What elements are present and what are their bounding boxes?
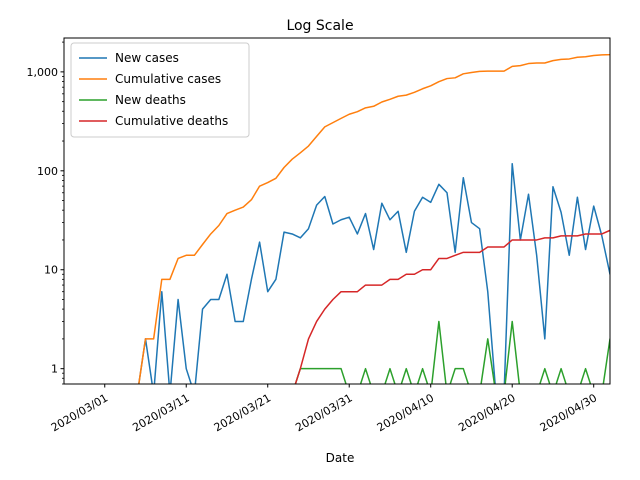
y-axis: 1 10 100 1,000 <box>27 41 64 385</box>
legend-label: New deaths <box>115 93 186 107</box>
series-line-4 <box>294 229 610 384</box>
legend-box <box>70 42 250 138</box>
series-line-1 <box>138 162 610 384</box>
x-axis-label: Date <box>326 451 355 465</box>
y-tick-label: 100 <box>37 165 58 178</box>
legend-label: New cases <box>115 51 179 65</box>
series-line-2 <box>138 53 610 384</box>
legend: New cases Cumulative cases New deaths Cumul… <box>70 42 250 138</box>
series-layer <box>138 53 610 384</box>
plot-area-frame <box>63 37 611 385</box>
y-tick-label: 10 <box>44 264 58 277</box>
legend-label: Cumulative deaths <box>115 114 228 128</box>
chart-title: Log Scale <box>286 18 353 34</box>
y-tick-label: 1,000 <box>27 66 59 79</box>
y-tick-label: 1 <box>51 363 58 376</box>
series-line-3 <box>294 320 610 384</box>
legend-label: Cumulative cases <box>115 72 221 86</box>
